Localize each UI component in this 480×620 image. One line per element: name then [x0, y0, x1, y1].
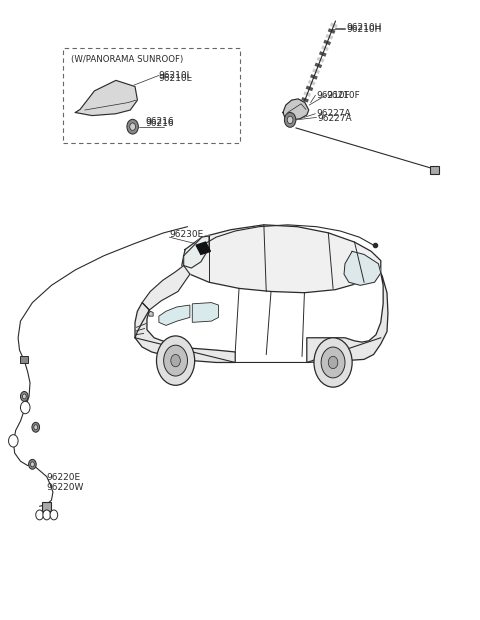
- Circle shape: [9, 435, 18, 447]
- Circle shape: [314, 338, 352, 387]
- Circle shape: [50, 510, 58, 520]
- Circle shape: [321, 347, 345, 378]
- Polygon shape: [184, 236, 209, 268]
- Circle shape: [130, 123, 135, 130]
- Polygon shape: [135, 303, 235, 363]
- Circle shape: [43, 510, 50, 520]
- Circle shape: [29, 459, 36, 469]
- Bar: [63, 48, 240, 143]
- Circle shape: [31, 462, 34, 467]
- Polygon shape: [192, 303, 218, 322]
- Polygon shape: [196, 242, 210, 254]
- Circle shape: [23, 394, 26, 399]
- Circle shape: [171, 355, 180, 367]
- Circle shape: [287, 116, 293, 123]
- Polygon shape: [283, 99, 309, 120]
- FancyBboxPatch shape: [430, 166, 440, 174]
- Text: 96210L: 96210L: [159, 71, 192, 80]
- Polygon shape: [159, 305, 190, 326]
- Text: 96216: 96216: [145, 117, 174, 126]
- Circle shape: [32, 422, 39, 432]
- Text: (W/PANORAMA SUNROOF): (W/PANORAMA SUNROOF): [71, 55, 183, 64]
- Text: 96230E: 96230E: [169, 230, 204, 239]
- Text: 96210F: 96210F: [316, 91, 350, 100]
- Text: 96227A: 96227A: [318, 114, 352, 123]
- Circle shape: [34, 425, 37, 430]
- Polygon shape: [307, 273, 388, 363]
- Polygon shape: [142, 265, 190, 310]
- FancyBboxPatch shape: [21, 356, 28, 363]
- Text: 96210H: 96210H: [347, 24, 382, 32]
- Polygon shape: [344, 251, 381, 285]
- Text: 96227A: 96227A: [316, 109, 351, 118]
- Circle shape: [164, 345, 188, 376]
- Circle shape: [21, 401, 30, 414]
- Text: 96210H: 96210H: [347, 25, 382, 33]
- Polygon shape: [75, 81, 137, 115]
- Polygon shape: [148, 311, 153, 316]
- FancyBboxPatch shape: [42, 502, 51, 511]
- Text: 96220E: 96220E: [47, 474, 81, 482]
- Text: 96210L: 96210L: [159, 74, 192, 83]
- Circle shape: [156, 336, 195, 385]
- Circle shape: [284, 112, 296, 127]
- Circle shape: [127, 119, 138, 134]
- Circle shape: [21, 391, 28, 401]
- Circle shape: [36, 510, 43, 520]
- Text: 96216: 96216: [145, 119, 174, 128]
- Text: 96210F: 96210F: [327, 91, 360, 100]
- Polygon shape: [182, 225, 381, 293]
- Text: 96220W: 96220W: [47, 482, 84, 492]
- Circle shape: [328, 356, 338, 369]
